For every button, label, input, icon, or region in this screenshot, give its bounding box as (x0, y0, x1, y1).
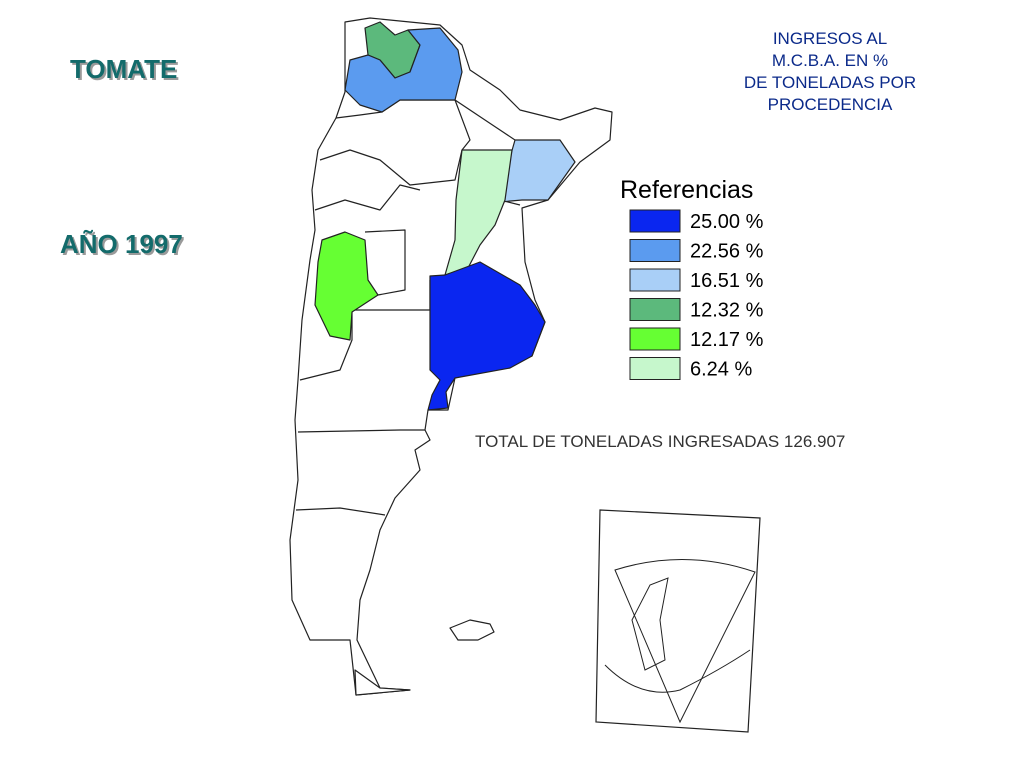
legend-label: 25.00 % (690, 211, 764, 233)
total-text: TOTAL DE TONELADAS INGRESADAS 126.907 (475, 432, 845, 451)
title-line: DE TONELADAS POR (744, 73, 916, 92)
inset-coast (604, 577, 751, 693)
province-mendoza (314, 231, 379, 341)
legend-swatch (629, 327, 681, 351)
title-line: INGRESOS AL (773, 29, 887, 48)
province-salta (344, 27, 463, 113)
year: AÑO 1997 (60, 229, 183, 259)
legend-label: 16.51 % (690, 270, 764, 292)
legend-swatch (629, 268, 681, 292)
map-title: INGRESOS AL M.C.B.A. EN % DE TONELADAS POR… (744, 29, 916, 114)
province-buenos-aires (427, 261, 546, 411)
islands (449, 619, 495, 641)
inset-sector (614, 558, 756, 724)
province-borders (364, 229, 406, 296)
tierra-del-fuego (354, 669, 411, 696)
legend-swatch (629, 239, 681, 262)
antarctica-inset (595, 509, 761, 733)
legend-swatch (629, 298, 681, 321)
legend-label: 22.56 % (690, 241, 764, 263)
legend-swatch (629, 357, 681, 380)
inset-frame (595, 509, 761, 733)
year-shadow: AÑO 1997 (62, 231, 185, 261)
map (289, 17, 613, 696)
province-borders (314, 184, 421, 211)
product-shadow: TOMATE (72, 56, 179, 86)
legend-swatch (629, 209, 681, 233)
province-borders (319, 149, 463, 186)
province-santa-fe (444, 149, 513, 276)
title-line: PROCEDENCIA (768, 95, 893, 114)
legend-label: 12.17 % (690, 329, 764, 351)
title-line: M.C.B.A. EN % (772, 51, 888, 70)
legend: Referencias 25.00 % 22.56 % 16.51 % 12.32 %… (620, 176, 764, 381)
legend-label: 6.24 % (690, 359, 752, 381)
province-borders (299, 310, 353, 381)
province-borders (454, 99, 516, 141)
province-borders (295, 507, 386, 516)
product: TOMATE (70, 54, 177, 84)
legend-label: 12.32 % (690, 300, 764, 322)
province-borders (297, 429, 425, 433)
legend-title: Referencias (620, 176, 753, 204)
